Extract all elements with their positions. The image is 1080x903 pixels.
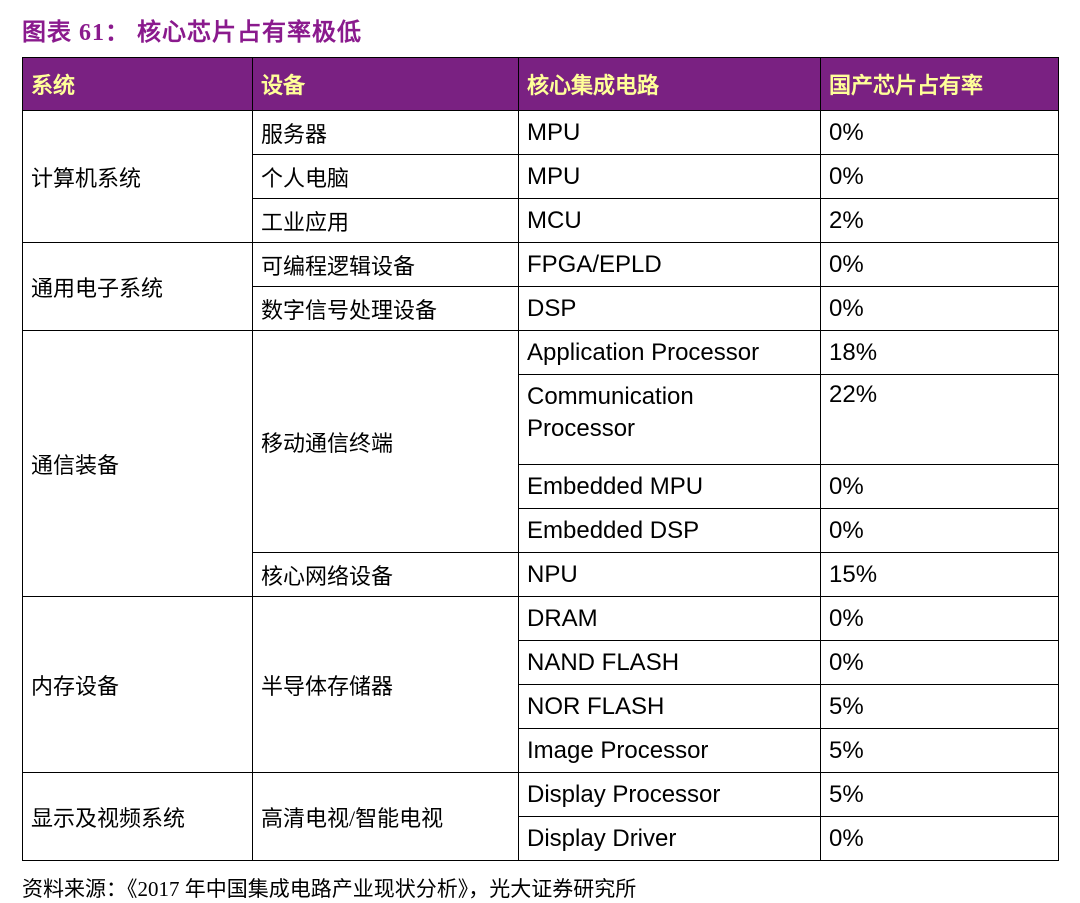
table-row: 个人电脑 MPU 0% (23, 154, 1059, 199)
share-cell: 5% (820, 684, 1059, 729)
col-header-domestic-share: 国产芯片占有率 (820, 57, 1059, 111)
share-cell: 0% (820, 242, 1059, 287)
ic-cell: NAND FLASH (518, 640, 821, 685)
device-cell: 数字信号处理设备 (252, 286, 519, 331)
ic-cell: Embedded DSP (518, 508, 821, 553)
ic-cell: Display Processor (518, 772, 821, 817)
ic-cell: Communication Processor (518, 374, 821, 465)
share-cell: 0% (820, 816, 1059, 861)
share-cell: 15% (820, 552, 1059, 597)
table-row: 通信装备 移动通信终端 Application Processor 18% (22, 330, 1059, 597)
ic-cell: Image Processor (518, 728, 821, 773)
report-figure-page: 图表 61： 核心芯片占有率极低 系统 设备 核心集成电路 国产芯片占有率 计算… (22, 12, 1059, 903)
ic-cell: DSP (518, 286, 821, 331)
header-row: 系统 设备 核心集成电路 国产芯片占有率 (22, 57, 1059, 111)
ic-cell: MCU (518, 198, 821, 243)
device-cell: 工业应用 (252, 198, 519, 243)
table-row: NAND FLASH 0% (23, 640, 1059, 685)
share-cell: 2% (820, 198, 1059, 243)
ic-cell: Application Processor (518, 330, 821, 375)
share-cell: 0% (820, 110, 1059, 155)
device-cell: 移动通信终端 (252, 330, 519, 553)
col-header-core-ic: 核心集成电路 (518, 57, 821, 111)
col-header-system: 系统 (22, 57, 253, 111)
col-header-device: 设备 (252, 57, 519, 111)
ic-cell: FPGA/EPLD (518, 242, 821, 287)
share-cell: 5% (820, 772, 1059, 817)
device-cell: 半导体存储器 (252, 596, 519, 773)
share-cell: 0% (820, 508, 1059, 553)
share-cell: 0% (820, 286, 1059, 331)
system-cell: 显示及视频系统 (22, 772, 253, 861)
ic-cell: Display Driver (518, 816, 821, 861)
device-cell: 高清电视/智能电视 (252, 772, 519, 861)
share-cell: 18% (820, 330, 1059, 375)
share-cell: 0% (820, 640, 1059, 685)
system-cell: 计算机系统 (22, 110, 253, 243)
table-row: Embedded MPU 0% (23, 464, 1059, 509)
table-row: 通用电子系统 可编程逻辑设备 FPGA/EPLD 0% (22, 242, 1059, 331)
device-cell: 核心网络设备 (252, 552, 519, 597)
table-row: 计算机系统 服务器 MPU 0% (22, 110, 1059, 243)
chips-share-table: 系统 设备 核心集成电路 国产芯片占有率 计算机系统 服务器 MPU 0% 个人… (22, 57, 1059, 861)
ic-cell: MPU (518, 154, 821, 199)
share-cell: 0% (820, 596, 1059, 641)
ic-label: Communication Processor (527, 383, 694, 443)
share-cell: 0% (820, 154, 1059, 199)
system-cell: 通信装备 (22, 330, 253, 597)
ic-cell: DRAM (518, 596, 821, 641)
system-cell: 通用电子系统 (22, 242, 253, 331)
ic-cell: MPU (518, 110, 821, 155)
figure-title: 图表 61： 核心芯片占有率极低 (22, 20, 362, 46)
system-cell: 内存设备 (22, 596, 253, 773)
table-row: Embedded DSP 0% (23, 508, 1059, 553)
table-row: Display Driver 0% (23, 816, 1059, 861)
share-cell: 5% (820, 728, 1059, 773)
ic-cell: NPU (518, 552, 821, 597)
table-row: 核心网络设备 NPU 15% (23, 552, 1059, 597)
table-row: 显示及视频系统 高清电视/智能电视 Display Processor 5% (22, 772, 1059, 861)
source-note: 资料来源：《2017 年中国集成电路产业现状分析》，光大证券研究所 (22, 877, 637, 901)
ic-cell: Embedded MPU (518, 464, 821, 509)
device-cell: 服务器 (252, 110, 519, 155)
ic-cell: NOR FLASH (518, 684, 821, 729)
table-row: Communication Processor 22% (23, 374, 1059, 465)
table-row: NOR FLASH 5% (23, 684, 1059, 729)
device-cell: 可编程逻辑设备 (252, 242, 519, 287)
share-cell: 0% (820, 464, 1059, 509)
table-row: Image Processor 5% (23, 728, 1059, 773)
device-cell: 个人电脑 (252, 154, 519, 199)
table-row: 内存设备 半导体存储器 DRAM 0% (22, 596, 1059, 773)
share-cell: 22% (820, 374, 1059, 465)
